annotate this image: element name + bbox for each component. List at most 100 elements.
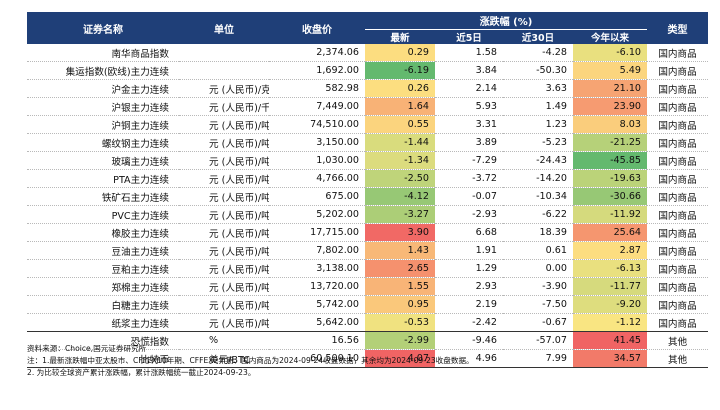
- row-ytd: -30.66: [573, 187, 648, 206]
- row-30d: -50.30: [503, 61, 573, 80]
- table-row: PVC主力连续元 (人民币)/吨 5,202.00 -3.27 -2.93 -6.22-…: [27, 205, 709, 224]
- row-latest: -0.53: [365, 313, 435, 332]
- row-ytd: 5.49: [573, 61, 648, 80]
- row-5d: 1.29: [435, 259, 503, 278]
- row-close: 5,642.00: [269, 313, 365, 332]
- row-30d: 3.63: [503, 79, 573, 98]
- row-type: 国内商品: [647, 259, 709, 278]
- row-5d: -0.07: [435, 187, 503, 206]
- row-latest: 1.55: [365, 277, 435, 296]
- row-name: 纸浆主力连续: [27, 313, 179, 332]
- row-name: 螺纹钢主力连续: [27, 133, 179, 152]
- row-30d: -57.07: [503, 331, 573, 350]
- row-30d: -24.43: [503, 151, 573, 170]
- header-close: 收盘价: [269, 12, 365, 44]
- row-close: 582.98: [269, 79, 365, 98]
- row-unit: 元 (人民币)/吨: [179, 151, 269, 170]
- header-30d: 近30日: [503, 29, 573, 44]
- row-ytd: -6.10: [573, 44, 648, 62]
- row-type: 国内商品: [647, 241, 709, 260]
- row-unit: 元 (人民币)/吨: [179, 187, 269, 206]
- row-close: 675.00: [269, 187, 365, 206]
- row-close: 74,510.00: [269, 115, 365, 134]
- row-unit: %: [179, 331, 269, 350]
- row-30d: 18.39: [503, 223, 573, 242]
- row-30d: 1.49: [503, 97, 573, 116]
- table-row: 南华商品指数 2,374.06 0.29 1.58 -4.28 -6.10 国内商品: [27, 44, 709, 62]
- table-row: 比特币 美元/BTC 60,500.10 4.07 4.96 7.99 34.57 其他: [27, 349, 709, 368]
- table-row: 恐慌指数% 16.56 -2.99 -9.46 -57.07 41.45 其他: [27, 331, 709, 350]
- row-5d: 3.31: [435, 115, 503, 134]
- row-unit: [179, 44, 269, 62]
- row-ytd: -21.25: [573, 133, 648, 152]
- row-ytd: 8.03: [573, 115, 648, 134]
- header-change-group: 涨跌幅 (%): [365, 12, 648, 30]
- row-30d: -14.20: [503, 169, 573, 188]
- row-5d: 6.68: [435, 223, 503, 242]
- row-latest: 3.90: [365, 223, 435, 242]
- row-unit: 元 (人民币)/吨: [179, 115, 269, 134]
- table-row: 螺纹钢主力连续元 (人民币)/吨 3,150.00 -1.44 3.89 -5.23 -2…: [27, 133, 709, 152]
- row-ytd: 34.57: [573, 349, 648, 368]
- row-name: 白糖主力连续: [27, 295, 179, 314]
- row-close: 2,374.06: [269, 44, 365, 62]
- table-row: 豆油主力连续元 (人民币)/吨 7,802.00 1.43 1.91 0.61 2.87 国…: [27, 241, 709, 260]
- row-ytd: 41.45: [573, 331, 648, 350]
- row-ytd: -1.12: [573, 313, 648, 332]
- table-row: 纸浆主力连续元 (人民币)/吨 5,642.00 -0.53 -2.42 -0.67 -1…: [27, 313, 709, 332]
- row-close: 5,202.00: [269, 205, 365, 224]
- row-name: 郑棉主力连续: [27, 277, 179, 296]
- row-name: 豆粕主力连续: [27, 259, 179, 278]
- row-5d: -9.46: [435, 331, 503, 350]
- row-latest: -6.19: [365, 61, 435, 80]
- row-30d: -6.22: [503, 205, 573, 224]
- row-latest: -2.50: [365, 169, 435, 188]
- row-close: 13,720.00: [269, 277, 365, 296]
- row-type: 国内商品: [647, 277, 709, 296]
- note-2: 2. 为比较全球资产累计涨跌幅，累计涨跌幅统一截止2024-09-23。: [27, 368, 256, 377]
- row-close: 3,138.00: [269, 259, 365, 278]
- row-30d: 1.23: [503, 115, 573, 134]
- row-name: 沪金主力连续: [27, 79, 179, 98]
- row-type: 国内商品: [647, 187, 709, 206]
- row-30d: -5.23: [503, 133, 573, 152]
- row-name: 恐慌指数: [27, 331, 179, 350]
- row-latest: 2.65: [365, 259, 435, 278]
- row-close: 5,742.00: [269, 295, 365, 314]
- header-type: 类型: [647, 12, 709, 44]
- row-close: 7,449.00: [269, 97, 365, 116]
- table-row: 橡胶主力连续元 (人民币)/吨 17,715.00 3.90 6.68 18.39 25.…: [27, 223, 709, 242]
- row-close: 1,030.00: [269, 151, 365, 170]
- row-close: 1,692.00: [269, 61, 365, 80]
- row-name: PTA主力连续: [27, 169, 179, 188]
- row-latest: -3.27: [365, 205, 435, 224]
- header-name: 证券名称: [27, 12, 179, 44]
- row-unit: 元 (人民币)/克: [179, 79, 269, 98]
- row-latest: 1.43: [365, 241, 435, 260]
- row-unit: 元 (人民币)/吨: [179, 133, 269, 152]
- row-latest: -1.34: [365, 151, 435, 170]
- row-5d: 2.19: [435, 295, 503, 314]
- row-5d: -7.29: [435, 151, 503, 170]
- row-unit: 元 (人民币)/吨: [179, 259, 269, 278]
- row-ytd: 25.64: [573, 223, 648, 242]
- row-type: 国内商品: [647, 313, 709, 332]
- row-latest: 0.29: [365, 44, 435, 62]
- table-row: 豆粕主力连续元 (人民币)/吨 3,138.00 2.65 1.29 0.00 -6.13…: [27, 259, 709, 278]
- row-latest: 4.07: [365, 349, 435, 368]
- row-type: 国内商品: [647, 295, 709, 314]
- row-name: 沪银主力连续: [27, 97, 179, 116]
- row-type: 国内商品: [647, 223, 709, 242]
- row-name: PVC主力连续: [27, 205, 179, 224]
- row-unit: 元 (人民币)/吨: [179, 241, 269, 260]
- row-30d: 0.61: [503, 241, 573, 260]
- row-latest: 1.64: [365, 97, 435, 116]
- row-ytd: -19.63: [573, 169, 648, 188]
- row-ytd: -11.92: [573, 205, 648, 224]
- row-30d: -3.90: [503, 277, 573, 296]
- row-type: 其他: [647, 349, 709, 368]
- row-5d: 5.93: [435, 97, 503, 116]
- row-5d: 4.96: [435, 349, 503, 368]
- row-ytd: -45.85: [573, 151, 648, 170]
- row-unit: 元 (人民币)/吨: [179, 205, 269, 224]
